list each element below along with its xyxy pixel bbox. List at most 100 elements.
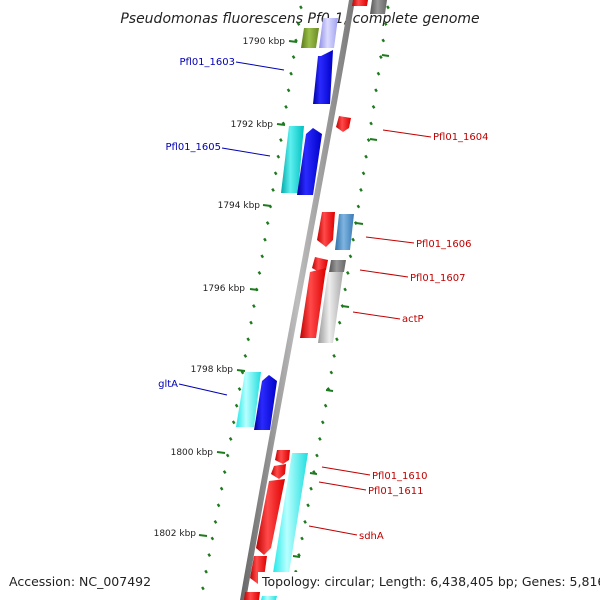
minor-tick: [323, 403, 328, 408]
footer-summary-bg: [258, 572, 596, 592]
gene-feature-grey[interactable]: [318, 272, 343, 343]
minor-tick: [348, 254, 353, 259]
minor-tick: [231, 420, 236, 425]
minor-tick: [249, 320, 253, 325]
label-pfl01-1607[interactable]: Pfl01_1607: [410, 273, 466, 284]
minor-tick: [237, 387, 242, 392]
label-leader-pfl01-1603: [235, 61, 285, 71]
gene-actp[interactable]: [300, 268, 326, 338]
plus-tick: [369, 138, 378, 141]
minor-tick: [300, 536, 304, 541]
tick-1800: [216, 451, 226, 454]
tick-1798: [236, 369, 246, 372]
plus-strand-labels: Pfl01_1604 Pfl01_1606 Pfl01_1607 actP Pf…: [308, 129, 489, 542]
label-pfl01-1605[interactable]: Pfl01_1605: [165, 142, 221, 153]
gene-pfl01-1603[interactable]: [313, 50, 333, 104]
gene-glta-blue[interactable]: [254, 375, 277, 430]
gene-pfl01-1607[interactable]: [312, 257, 328, 272]
label-pfl01-1606[interactable]: Pfl01_1606: [416, 239, 472, 250]
gene-feature-lavender[interactable]: [319, 18, 338, 48]
minor-tick: [201, 586, 205, 591]
minor-tick: [276, 154, 281, 159]
label-leader-actp: [352, 311, 401, 320]
plus-tick: [309, 472, 318, 475]
genome-backbone: [240, 0, 355, 600]
minor-tick: [309, 486, 313, 491]
gene-feature-darkgrey[interactable]: [329, 260, 346, 272]
gene-feature-olive[interactable]: [301, 28, 319, 48]
minor-tick: [306, 503, 310, 508]
minor-tick: [228, 436, 233, 441]
gene-feature-grey-top[interactable]: [370, 0, 387, 14]
tick-label-1790: 1790 kbp: [243, 37, 286, 47]
minor-tick: [332, 353, 336, 358]
minor-tick: [299, 5, 303, 10]
gene-pfl01-1604[interactable]: [336, 116, 351, 132]
gene-pfl01-1605-blue[interactable]: [297, 128, 322, 195]
minor-tick: [243, 353, 248, 358]
label-leader-pfl01-1606: [365, 236, 415, 244]
minor-tick: [364, 154, 368, 159]
minor-tick: [284, 104, 288, 109]
gene-pfl01-1606[interactable]: [317, 212, 335, 247]
minor-tick: [318, 436, 322, 441]
minor-tick: [379, 55, 383, 60]
minor-tick: [320, 420, 325, 425]
plus-tick-track: [291, 5, 390, 591]
tick-label-1792: 1792 kbp: [231, 120, 274, 130]
minor-tick: [265, 221, 270, 226]
gene-sdha[interactable]: [256, 479, 285, 555]
ruler-ticks: 1790 kbp 1792 kbp 1794 kbp 1796 kbp 1798…: [154, 37, 298, 539]
gene-features: [236, 0, 387, 600]
minor-tick: [279, 138, 283, 143]
tick-1790: [288, 40, 298, 43]
label-actp[interactable]: actP: [402, 314, 424, 325]
minor-tick: [335, 337, 339, 342]
label-glta[interactable]: gltA: [158, 379, 178, 390]
minor-tick: [291, 55, 296, 60]
label-pfl01-1610[interactable]: Pfl01_1610: [372, 471, 428, 482]
tick-label-1798: 1798 kbp: [191, 365, 234, 375]
plus-tick: [355, 222, 364, 225]
footer-accession-bg: [4, 572, 150, 592]
tick-label-1802: 1802 kbp: [154, 529, 197, 539]
minor-tick: [381, 38, 386, 43]
footer-summary: Topology: circular; Length: 6,438,405 bp…: [261, 574, 600, 589]
map-title: Pseudomonas fluorescens Pf0-1, complete …: [120, 11, 479, 27]
label-pfl01-1611[interactable]: Pfl01_1611: [368, 486, 424, 497]
gene-pfl01-1610[interactable]: [275, 450, 290, 464]
label-sdha[interactable]: sdhA: [359, 531, 384, 542]
minor-tick: [315, 453, 319, 458]
gene-feature-cyan-edge[interactable]: [261, 596, 277, 600]
minor-tick: [361, 171, 366, 176]
minor-tick: [246, 337, 251, 342]
minor-tick: [216, 503, 221, 508]
plus-track-ticks: [292, 54, 390, 558]
gene-pfl01-1605-cyan[interactable]: [281, 126, 304, 193]
tick-1792: [276, 123, 286, 126]
label-leader-glta: [178, 383, 228, 396]
minor-tick: [210, 536, 215, 541]
gene-feature-red-top[interactable]: [352, 0, 368, 6]
label-pfl01-1603[interactable]: Pfl01_1603: [179, 57, 235, 68]
minor-tick: [376, 71, 381, 76]
minor-tick: [371, 104, 376, 109]
label-pfl01-1604[interactable]: Pfl01_1604: [433, 132, 489, 143]
gene-pfl01-1611[interactable]: [271, 464, 286, 479]
minor-tick: [257, 270, 262, 275]
gene-feature-steel[interactable]: [335, 214, 354, 250]
label-leader-pfl01-1607: [359, 269, 409, 278]
minor-tick: [286, 88, 291, 93]
minor-tick: [329, 370, 334, 375]
label-leader-pfl01-1610: [321, 466, 371, 476]
gene-glta-cyan[interactable]: [236, 372, 261, 427]
plus-tick: [292, 555, 301, 558]
minor-tick: [207, 553, 212, 558]
label-leader-sdha: [308, 525, 358, 536]
gene-feature-cyan-long[interactable]: [273, 453, 308, 573]
plus-tick: [325, 389, 334, 392]
minor-tick: [346, 270, 350, 275]
minor-tick: [271, 187, 275, 192]
minor-tick: [337, 320, 342, 325]
gene-feature-red-edge[interactable]: [244, 592, 260, 600]
